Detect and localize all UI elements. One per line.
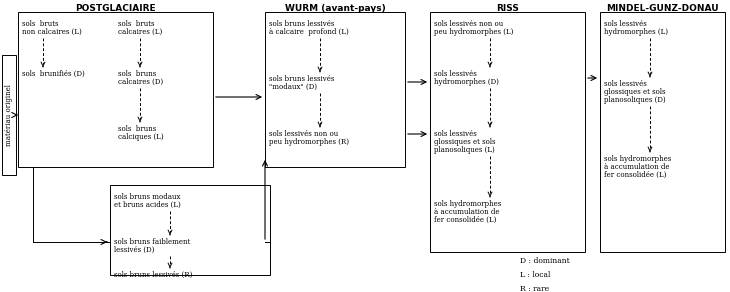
Text: sols hydromorphes: sols hydromorphes [604,155,672,163]
Text: hydromorphes (L): hydromorphes (L) [604,28,668,36]
Text: à calcaire  profond (L): à calcaire profond (L) [269,28,349,36]
Text: sols  brunifiés (D): sols brunifiés (D) [22,70,85,78]
Text: sols  bruts: sols bruts [22,20,58,28]
Text: à accumulation de: à accumulation de [434,208,499,216]
Text: hydromorphes (D): hydromorphes (D) [434,78,499,86]
Text: non calcaires (L): non calcaires (L) [22,28,82,36]
Text: sols bruns lessivés: sols bruns lessivés [269,20,334,28]
Text: sols lessivés: sols lessivés [434,70,477,78]
Text: lessivés (D): lessivés (D) [114,246,154,254]
Text: calcaires (D): calcaires (D) [118,78,163,86]
Text: sols bruns modaux: sols bruns modaux [114,193,180,201]
Text: POSTGLACIAIRE: POSTGLACIAIRE [75,4,155,13]
Text: sols bruns lessivés (R): sols bruns lessivés (R) [114,271,193,279]
Text: planosoliques (D): planosoliques (D) [604,96,666,104]
Text: sols hydromorphes: sols hydromorphes [434,200,502,208]
Text: calciques (L): calciques (L) [118,133,164,141]
Text: "modaux" (D): "modaux" (D) [269,83,317,91]
Text: sols lessivés non ou: sols lessivés non ou [434,20,503,28]
Text: fer consolidée (L): fer consolidée (L) [434,216,496,224]
Text: MINDEL-GUNZ-DONAU: MINDEL-GUNZ-DONAU [606,4,719,13]
Text: sols lessivés: sols lessivés [604,80,647,88]
Text: D : dominant: D : dominant [520,257,569,265]
Bar [2,55,16,175]
Text: calcaires (L): calcaires (L) [118,28,162,36]
Bar [265,12,405,167]
Bar [600,12,725,252]
Text: glossiques et sols: glossiques et sols [604,88,666,96]
Text: glossiques et sols: glossiques et sols [434,138,496,146]
Text: sols bruns lessivés: sols bruns lessivés [269,75,334,83]
Text: sols lessivés: sols lessivés [434,130,477,138]
Text: L : local: L : local [520,271,550,279]
Bar [430,12,585,252]
Text: sols  bruns: sols bruns [118,125,156,133]
Text: matériau originel: matériau originel [5,84,13,146]
Text: RISS: RISS [496,4,519,13]
Text: WURM (avant-pays): WURM (avant-pays) [285,4,385,13]
Bar [18,12,213,167]
Text: et bruns acides (L): et bruns acides (L) [114,201,181,209]
Text: fer consolidée (L): fer consolidée (L) [604,171,666,179]
Text: sols  bruns: sols bruns [118,70,156,78]
Bar [110,185,270,275]
Text: sols bruns faiblement: sols bruns faiblement [114,238,191,246]
Text: sols lessivés: sols lessivés [604,20,647,28]
Text: sols lessivés non ou: sols lessivés non ou [269,130,338,138]
Text: planosoliques (L): planosoliques (L) [434,146,495,154]
Text: R : rare: R : rare [520,285,549,292]
Text: peu hydromorphes (R): peu hydromorphes (R) [269,138,349,146]
Text: sols  bruts: sols bruts [118,20,155,28]
Text: peu hydromorphes (L): peu hydromorphes (L) [434,28,513,36]
Text: à accumulation de: à accumulation de [604,163,669,171]
